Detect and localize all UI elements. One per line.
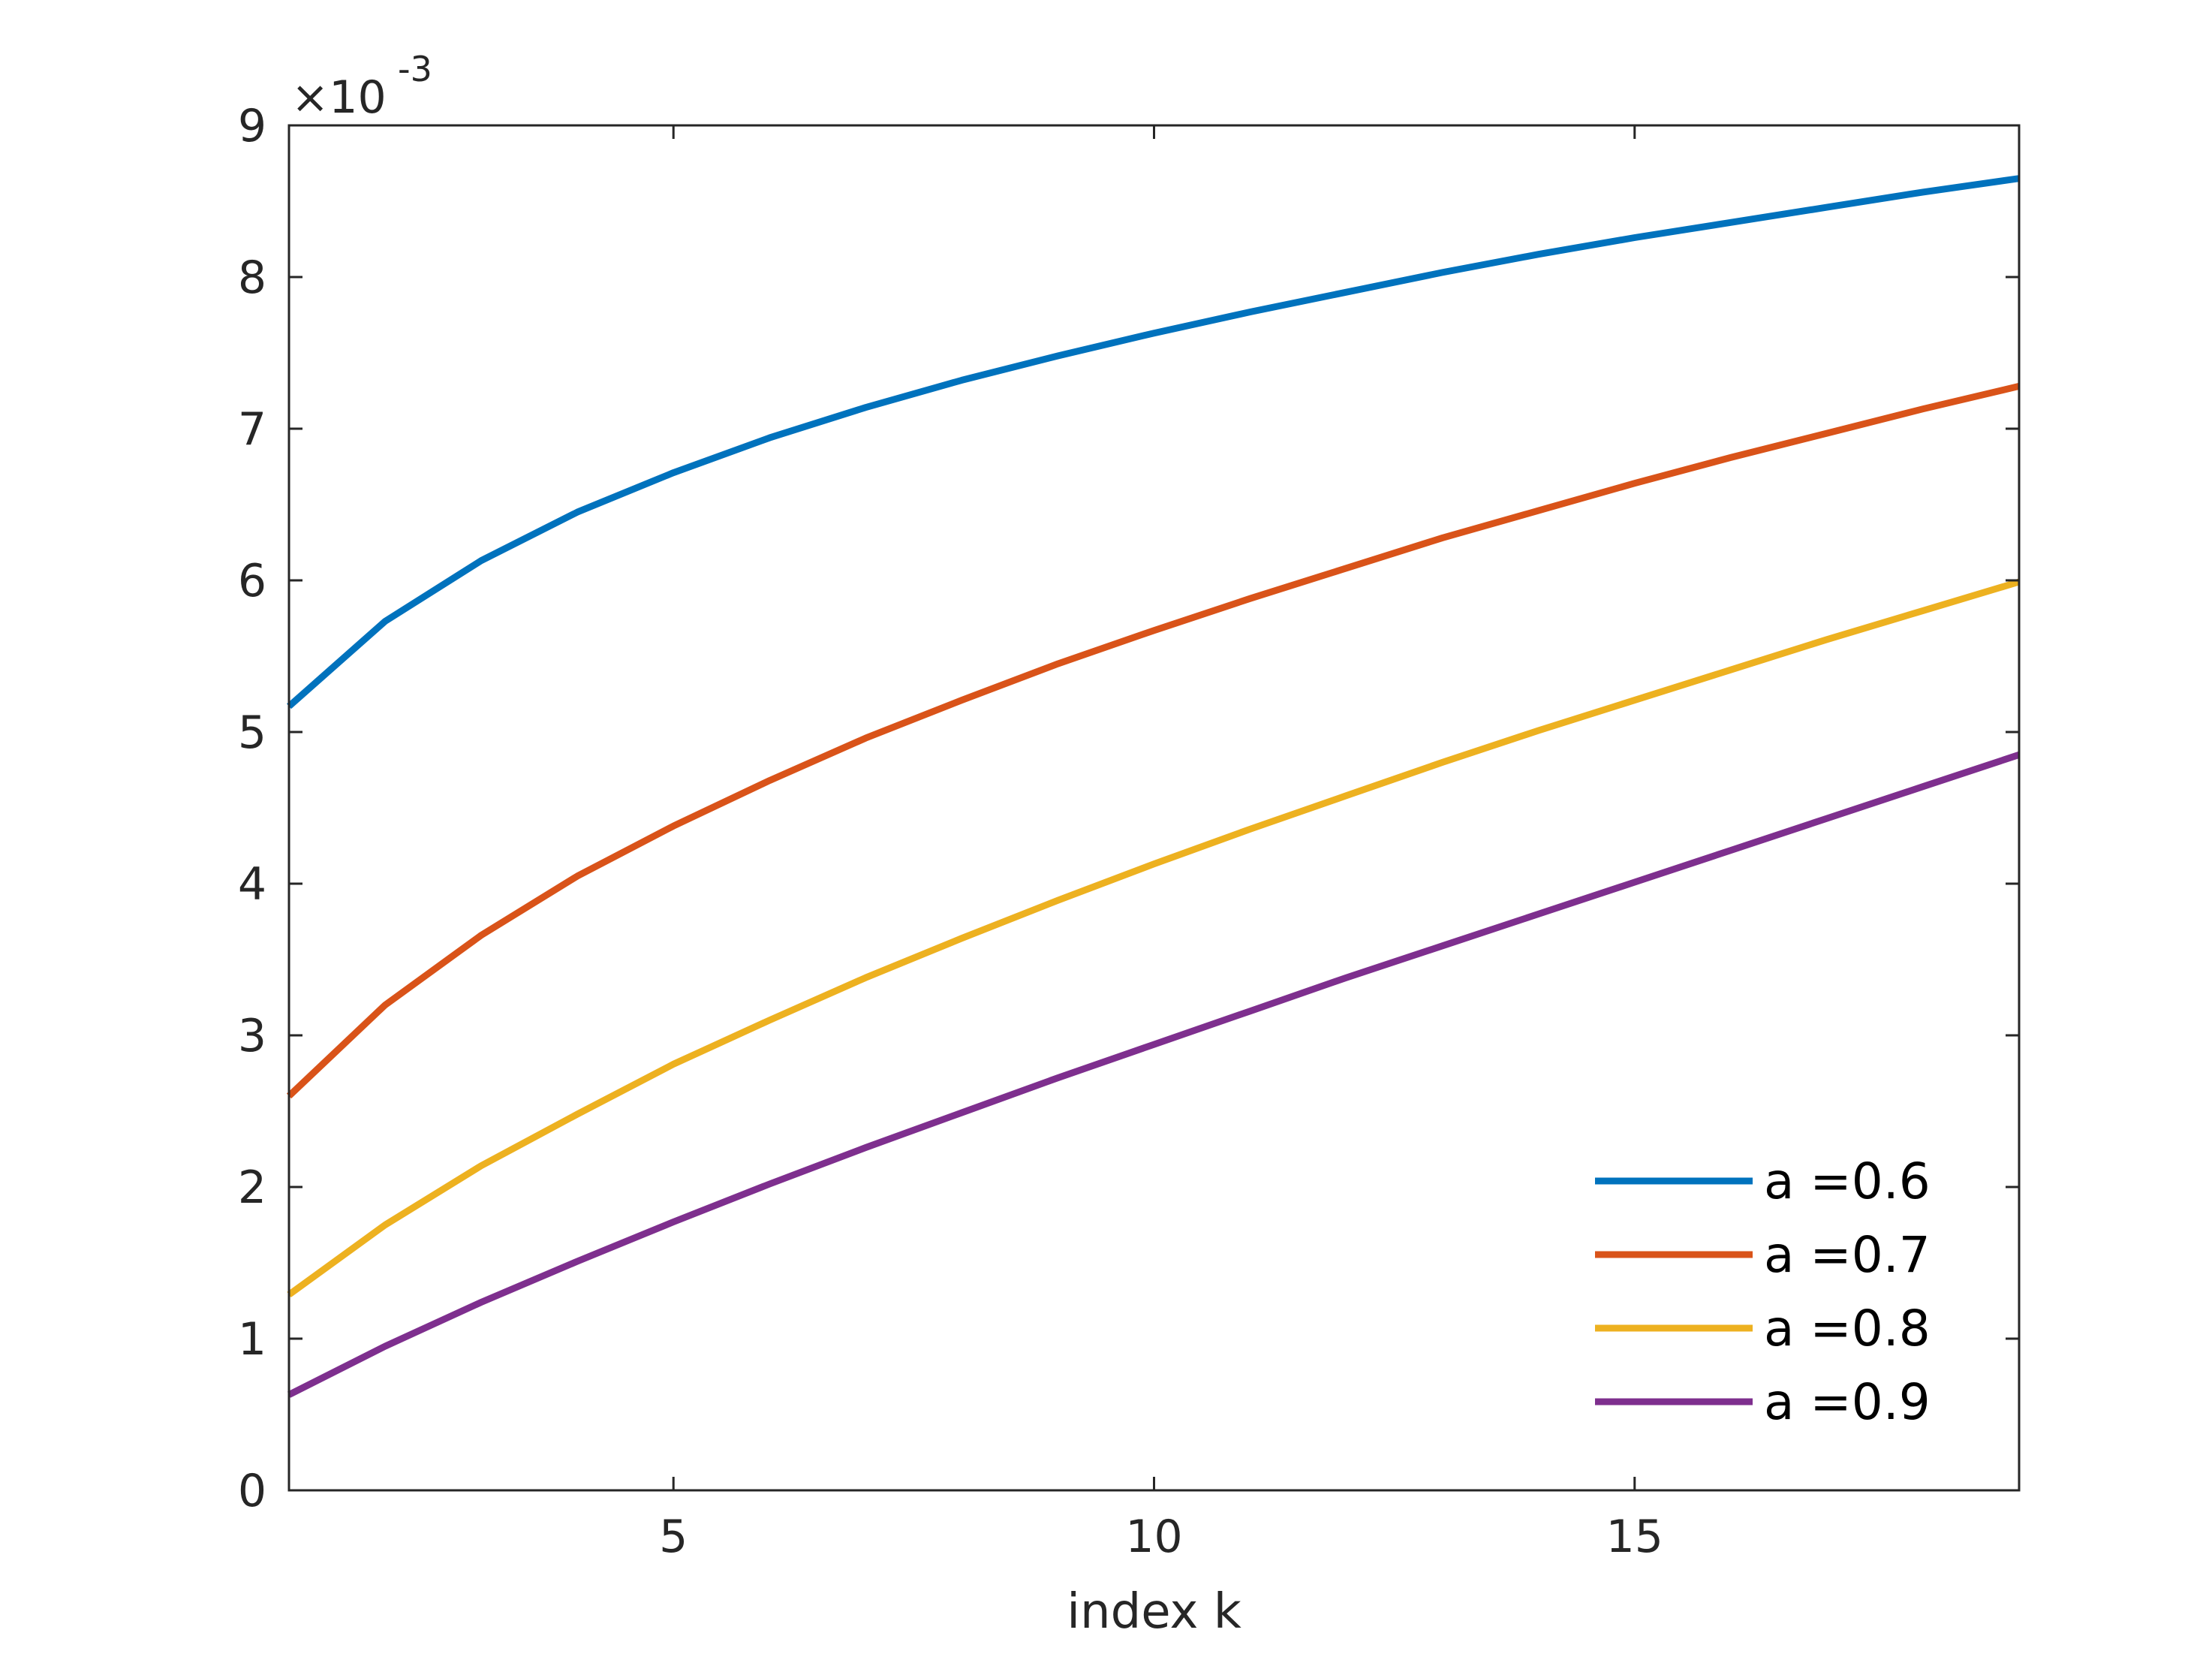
series-line-3 [287, 578, 2021, 1298]
series-line-2 [286, 383, 2021, 1099]
series-line-1 [287, 175, 2020, 709]
y-exponent-label: ×10 -3 [291, 49, 432, 124]
legend-label-4: a =0.9 [1764, 1373, 1931, 1431]
y-tick-label: 9 [238, 100, 266, 152]
y-tick-label: 4 [238, 858, 266, 911]
legend-label-1: a =0.6 [1764, 1152, 1931, 1210]
exponent-base: ×10 [291, 71, 387, 124]
y-tick-label: 6 [238, 555, 266, 607]
series-line-4 [287, 752, 2021, 1398]
y-tick-label: 2 [238, 1161, 266, 1214]
x-tick-label: 10 [1125, 1511, 1182, 1563]
legend-label-3: a =0.8 [1764, 1300, 1931, 1357]
y-tick-label: 8 [238, 252, 266, 304]
legend: a =0.6 a =0.7 a =0.8 a =0.9 [1595, 1152, 1931, 1431]
y-tick-label: 7 [238, 403, 266, 456]
series-layer [286, 175, 2021, 1398]
y-tick-label: 1 [238, 1313, 266, 1366]
x-tick-label: 15 [1606, 1511, 1663, 1563]
legend-label-2: a =0.7 [1764, 1226, 1931, 1284]
x-tick-label: 5 [659, 1511, 688, 1563]
tick-layer: 0 1 2 3 4 5 6 7 8 9 5 10 15 [238, 100, 2019, 1563]
y-tick-label: 3 [238, 1010, 266, 1062]
exponent-power: -3 [398, 49, 432, 89]
x-axis-label: index k [1067, 1584, 1241, 1640]
y-tick-label: 0 [238, 1465, 266, 1517]
y-tick-label: 5 [238, 706, 266, 759]
